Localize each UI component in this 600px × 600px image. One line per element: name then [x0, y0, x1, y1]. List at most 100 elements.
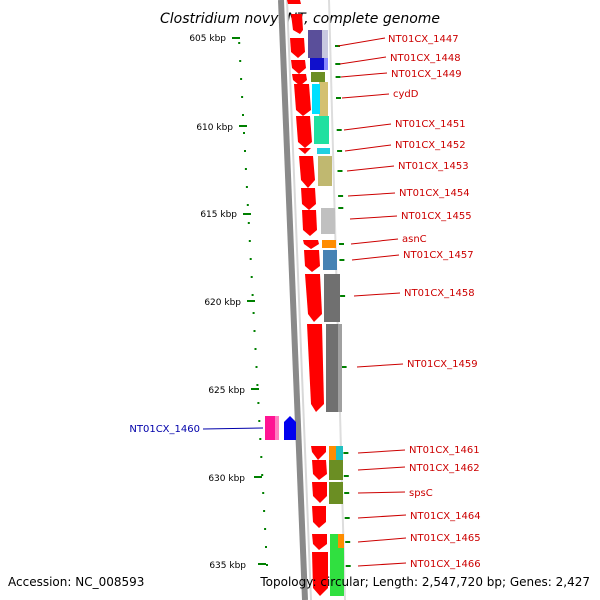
label-tick	[335, 76, 341, 78]
scale-dot	[238, 42, 241, 44]
label-tick	[344, 492, 350, 494]
gene-label-nt01cx-1455[interactable]: NT01CX_1455	[401, 211, 472, 222]
scale-tick-605: 605 kbp	[189, 34, 240, 44]
gene-arrow[interactable]	[299, 156, 315, 188]
feature-block-1448[interactable]	[310, 58, 324, 70]
feature-block-spsC[interactable]	[329, 482, 343, 504]
gene-label-nt01cx-1452[interactable]: NT01CX_1452	[395, 140, 466, 151]
feature-block-asnC[interactable]	[322, 240, 336, 248]
gene-label-nt01cx-1461[interactable]: NT01CX_1461	[409, 445, 480, 456]
gene-label-asnc[interactable]: asnC	[402, 234, 427, 245]
feature-block-cydD[interactable]	[319, 82, 328, 116]
gene-arrow[interactable]	[290, 38, 305, 58]
label-tick	[343, 475, 349, 477]
gene-arrow[interactable]	[301, 188, 316, 210]
right-gene-labels: NT01CX_1447 NT01CX_1448 NT01CX_1449 cydD…	[337, 34, 481, 570]
gene-arrow[interactable]	[304, 250, 320, 272]
scale-tick-label: 630 kbp	[208, 474, 245, 484]
gene-label-nt01cx-1464[interactable]: NT01CX_1464	[410, 511, 481, 522]
label-tick	[336, 97, 341, 99]
feature-block-1457[interactable]	[323, 250, 337, 270]
label-tick	[338, 207, 344, 209]
gene-arrow[interactable]	[291, 14, 303, 34]
gene-arrow[interactable]	[294, 84, 311, 116]
feature-block-1449[interactable]	[311, 72, 325, 82]
gene-label-nt01cx-1448[interactable]: NT01CX_1448	[390, 53, 461, 64]
gene-arrow[interactable]	[298, 148, 311, 154]
gene-label-nt01cx-1459[interactable]: NT01CX_1459	[407, 359, 478, 370]
accession-text: Accession: NC_008593	[8, 575, 144, 589]
gene-label-nt01cx-1453[interactable]: NT01CX_1453	[398, 161, 469, 172]
feature-block-1447[interactable]	[308, 30, 322, 58]
scale-tick-635: 635 kbp	[209, 561, 266, 571]
gene-arrow[interactable]	[305, 274, 322, 322]
scale-dot	[257, 402, 260, 404]
scale-dot	[263, 510, 266, 512]
left-gene-labels: NT01CX_1460	[129, 424, 264, 435]
scale-dot	[245, 186, 248, 188]
gene-arrow[interactable]	[311, 446, 326, 460]
gene-arrow[interactable]	[302, 210, 317, 236]
reverse-features	[265, 416, 296, 440]
scale-tick-label: 605 kbp	[189, 34, 226, 44]
gene-arrow[interactable]	[291, 60, 306, 74]
scale-dot	[254, 348, 257, 350]
scale-tick-label: 635 kbp	[209, 561, 246, 571]
gene-label-cydd[interactable]: cydD	[393, 89, 419, 100]
gene-label-nt01cx-1454[interactable]: NT01CX_1454	[399, 188, 470, 199]
scale-tick-label: 625 kbp	[208, 386, 245, 396]
gene-arrow[interactable]	[292, 74, 307, 86]
scale-dot	[266, 564, 268, 566]
feature-block-1458[interactable]	[324, 274, 340, 322]
label-tick	[341, 366, 347, 368]
scale-tick-625: 625 kbp	[208, 386, 259, 396]
scale-dot	[259, 438, 262, 440]
gene-label-nt01cx-1462[interactable]: NT01CX_1462	[409, 463, 480, 474]
gene-label-spsc[interactable]: spsC	[409, 488, 433, 499]
label-tick	[335, 63, 341, 65]
reverse-gene-arrow[interactable]	[284, 416, 296, 440]
gene-arrow[interactable]	[303, 240, 319, 249]
gene-arrow[interactable]	[312, 534, 327, 550]
gene-label-nt01cx-1465[interactable]: NT01CX_1465	[410, 533, 481, 544]
label-tick	[338, 195, 344, 197]
feature-block-1452[interactable]	[317, 148, 330, 154]
gene-label-nt01cx-1460[interactable]: NT01CX_1460	[129, 424, 200, 435]
gene-label-nt01cx-1457[interactable]: NT01CX_1457	[403, 250, 474, 261]
gene-label-nt01cx-1449[interactable]: NT01CX_1449	[391, 69, 462, 80]
feature-block-1461-a[interactable]	[329, 446, 336, 460]
gene-arrow[interactable]	[287, 0, 301, 4]
scale-dot	[247, 222, 250, 224]
feature-block-1466[interactable]	[330, 548, 344, 596]
feature-block-1462[interactable]	[329, 460, 343, 480]
feature-block-1465[interactable]	[330, 534, 338, 548]
gene-arrow[interactable]	[312, 482, 327, 503]
gene-arrow[interactable]	[296, 116, 312, 148]
feature-block-1461[interactable]	[336, 446, 343, 460]
scale-dot	[262, 492, 265, 494]
gene-label-nt01cx-1466[interactable]: NT01CX_1466	[410, 559, 481, 570]
scale-dot	[249, 258, 252, 260]
scale-dot	[264, 528, 267, 530]
gene-label-nt01cx-1458[interactable]: NT01CX_1458	[404, 288, 475, 299]
scale-tick-615: 615 kbp	[200, 210, 251, 220]
label-tick	[340, 295, 346, 297]
scale-dot	[244, 150, 246, 152]
feature-block-1451[interactable]	[314, 116, 329, 144]
forward-gene-arrows	[287, 0, 328, 596]
scale-dot	[250, 276, 253, 278]
gene-arrow[interactable]	[312, 552, 328, 596]
scale-dot	[246, 204, 249, 206]
gene-arrow[interactable]	[312, 460, 327, 480]
feature-block-1453[interactable]	[318, 156, 332, 186]
feature-block-1455[interactable]	[321, 208, 335, 234]
label-tick	[337, 150, 343, 152]
gene-arrow[interactable]	[312, 506, 326, 528]
label-tick	[337, 170, 343, 172]
gene-arrow[interactable]	[307, 324, 324, 412]
gene-label-nt01cx-1447[interactable]: NT01CX_1447	[388, 34, 459, 45]
gene-label-nt01cx-1451[interactable]: NT01CX_1451	[395, 119, 466, 130]
label-tick	[339, 243, 344, 245]
scale-tick-610: 610 kbp	[196, 123, 247, 133]
